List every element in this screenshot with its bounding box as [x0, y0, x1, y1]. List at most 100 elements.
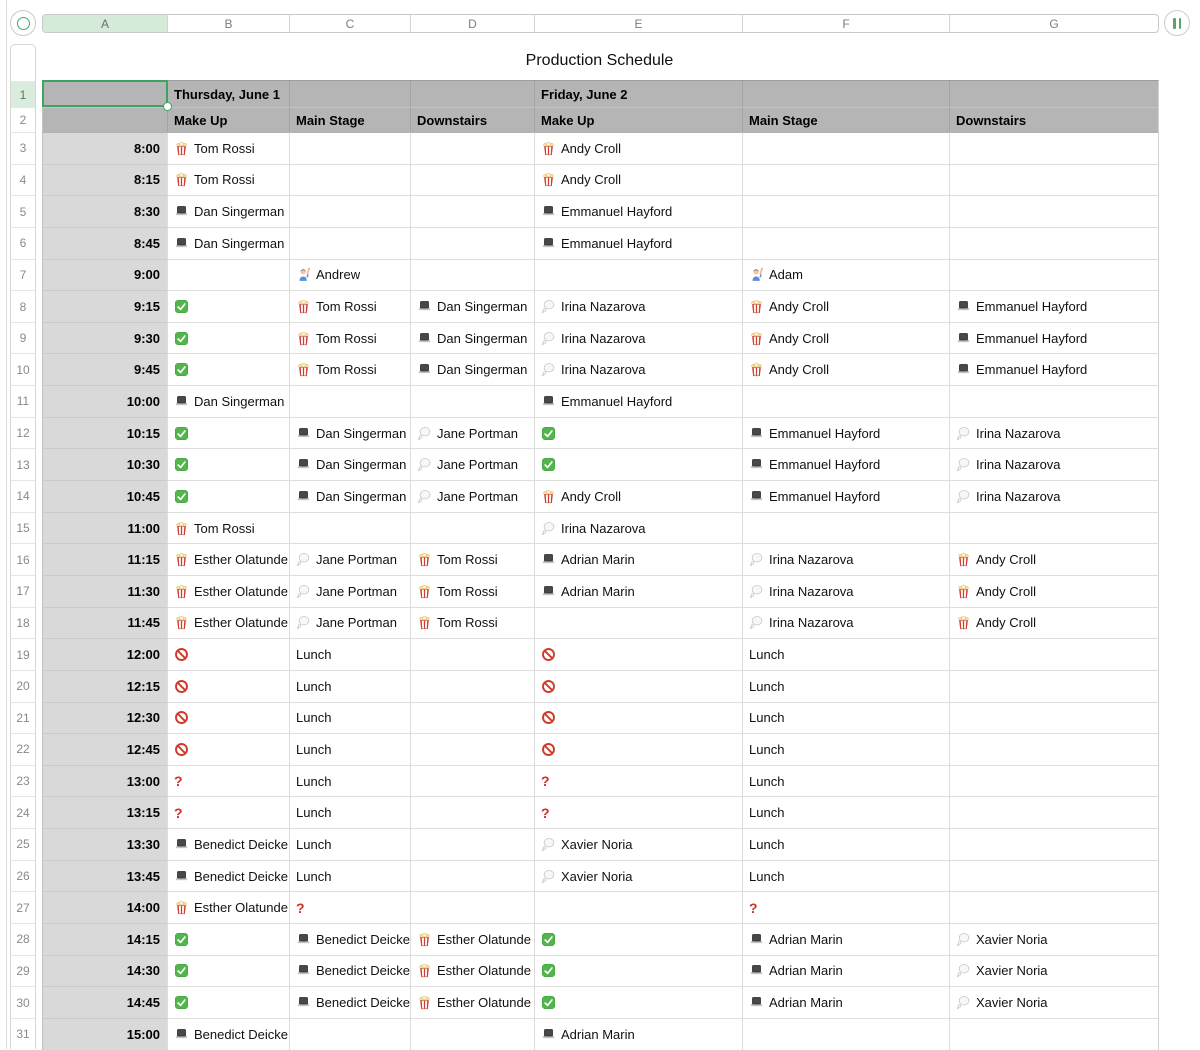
cell-G21[interactable] [949, 701, 1158, 734]
cell-E16[interactable]: Adrian Marin [534, 543, 742, 575]
cell-E28[interactable] [534, 923, 742, 955]
cell-A5[interactable]: 8:30 [43, 195, 167, 227]
column-header-D[interactable]: D [410, 15, 534, 32]
cell-G22[interactable] [949, 733, 1158, 765]
row-header-24[interactable]: 24 [11, 796, 35, 828]
cell-A14[interactable]: 10:45 [43, 480, 167, 512]
column-header-G[interactable]: G [949, 15, 1158, 32]
cell-F18[interactable]: Irina Nazarova [742, 606, 949, 639]
cell-A1[interactable] [43, 81, 167, 107]
cell-E10[interactable]: Irina Nazarova [534, 353, 742, 386]
cell-F1[interactable] [742, 81, 949, 107]
row-header-1[interactable]: 1 [11, 81, 35, 107]
cell-C5[interactable] [289, 195, 410, 227]
cell-F17[interactable]: Irina Nazarova [742, 574, 949, 607]
cell-A21[interactable]: 12:30 [43, 701, 167, 734]
cell-E21[interactable] [534, 701, 742, 734]
cell-E2[interactable]: Make Up [534, 107, 742, 132]
row-header-16[interactable]: 16 [11, 543, 35, 575]
cell-F5[interactable] [742, 195, 949, 227]
cell-A6[interactable]: 8:45 [43, 226, 167, 259]
cell-A27[interactable]: 14:00 [43, 891, 167, 924]
cell-E4[interactable]: Andy Croll [534, 163, 742, 196]
cell-E12[interactable] [534, 416, 742, 449]
cell-D31[interactable] [410, 1017, 534, 1050]
cell-B30[interactable] [167, 986, 289, 1018]
cell-F2[interactable]: Main Stage [742, 107, 949, 132]
row-header-9[interactable]: 9 [11, 321, 35, 354]
table-title[interactable]: Production Schedule [525, 52, 674, 69]
cell-D5[interactable] [410, 195, 534, 227]
cell-A10[interactable]: 9:45 [43, 353, 167, 386]
cell-E25[interactable]: Xavier Noria [534, 828, 742, 860]
selection-handle[interactable] [163, 102, 172, 111]
cell-F11[interactable] [742, 385, 949, 417]
cell-C28[interactable]: Benedict Deicke [289, 923, 410, 955]
cell-C18[interactable]: Jane Portman [289, 606, 410, 639]
row-header-21[interactable]: 21 [11, 701, 35, 734]
row-header-19[interactable]: 19 [11, 638, 35, 670]
cell-A3[interactable]: 8:00 [43, 132, 167, 164]
cell-E30[interactable] [534, 986, 742, 1018]
cell-F31[interactable] [742, 1017, 949, 1050]
cell-D17[interactable]: Tom Rossi [410, 574, 534, 607]
cell-G11[interactable] [949, 385, 1158, 417]
row-header-6[interactable]: 6 [11, 226, 35, 259]
cell-E18[interactable] [534, 606, 742, 639]
cell-F14[interactable]: Emmanuel Hayford [742, 480, 949, 512]
cell-F24[interactable]: Lunch [742, 796, 949, 829]
cell-C31[interactable] [289, 1017, 410, 1050]
cell-C27[interactable]: ? [289, 891, 410, 924]
cell-A2[interactable] [43, 107, 167, 132]
cell-E6[interactable]: Emmanuel Hayford [534, 226, 742, 259]
cell-B3[interactable]: Tom Rossi [167, 132, 289, 164]
cell-C19[interactable]: Lunch [289, 638, 410, 670]
row-header-26[interactable]: 26 [11, 859, 35, 892]
cell-B20[interactable] [167, 669, 289, 702]
cell-F15[interactable] [742, 511, 949, 544]
cell-G15[interactable] [949, 511, 1158, 544]
cell-F9[interactable]: Andy Croll [742, 321, 949, 354]
cell-G28[interactable]: Xavier Noria [949, 923, 1158, 955]
cell-D28[interactable]: Esther Olatunde [410, 923, 534, 955]
cell-D10[interactable]: Dan Singerman [410, 353, 534, 386]
cell-G27[interactable] [949, 891, 1158, 924]
cell-B31[interactable]: Benedict Deicke [167, 1017, 289, 1050]
cell-C17[interactable]: Jane Portman [289, 574, 410, 607]
cell-D12[interactable]: Jane Portman [410, 416, 534, 449]
cell-E1[interactable]: Friday, June 2 [534, 81, 742, 107]
cell-A11[interactable]: 10:00 [43, 385, 167, 417]
cell-E19[interactable] [534, 638, 742, 670]
row-header-7[interactable]: 7 [11, 258, 35, 291]
cell-D29[interactable]: Esther Olatunde [410, 954, 534, 987]
cell-A19[interactable]: 12:00 [43, 638, 167, 670]
cell-B16[interactable]: Esther Olatunde [167, 543, 289, 575]
cell-G4[interactable] [949, 163, 1158, 196]
row-header-14[interactable]: 14 [11, 480, 35, 512]
cell-B25[interactable]: Benedict Deicke [167, 828, 289, 860]
column-header-E[interactable]: E [534, 15, 742, 32]
cell-E5[interactable]: Emmanuel Hayford [534, 195, 742, 227]
row-header-17[interactable]: 17 [11, 574, 35, 607]
column-header-B[interactable]: B [167, 15, 289, 32]
cell-E23[interactable]: ? [534, 764, 742, 797]
cell-F23[interactable]: Lunch [742, 764, 949, 797]
row-header-13[interactable]: 13 [11, 448, 35, 480]
cell-A7[interactable]: 9:00 [43, 258, 167, 291]
cell-D22[interactable] [410, 733, 534, 765]
cell-F22[interactable]: Lunch [742, 733, 949, 765]
row-header-28[interactable]: 28 [11, 923, 35, 955]
row-header-12[interactable]: 12 [11, 416, 35, 449]
cell-D6[interactable] [410, 226, 534, 259]
cell-E20[interactable] [534, 669, 742, 702]
cell-E13[interactable] [534, 448, 742, 481]
cell-D4[interactable] [410, 163, 534, 196]
cell-D26[interactable] [410, 859, 534, 892]
cell-C25[interactable]: Lunch [289, 828, 410, 860]
cell-D30[interactable]: Esther Olatunde [410, 986, 534, 1018]
cell-C21[interactable]: Lunch [289, 701, 410, 734]
cell-D3[interactable] [410, 132, 534, 164]
cell-F28[interactable]: Adrian Marin [742, 923, 949, 955]
cell-G17[interactable]: Andy Croll [949, 574, 1158, 607]
cell-C8[interactable]: Tom Rossi [289, 290, 410, 322]
